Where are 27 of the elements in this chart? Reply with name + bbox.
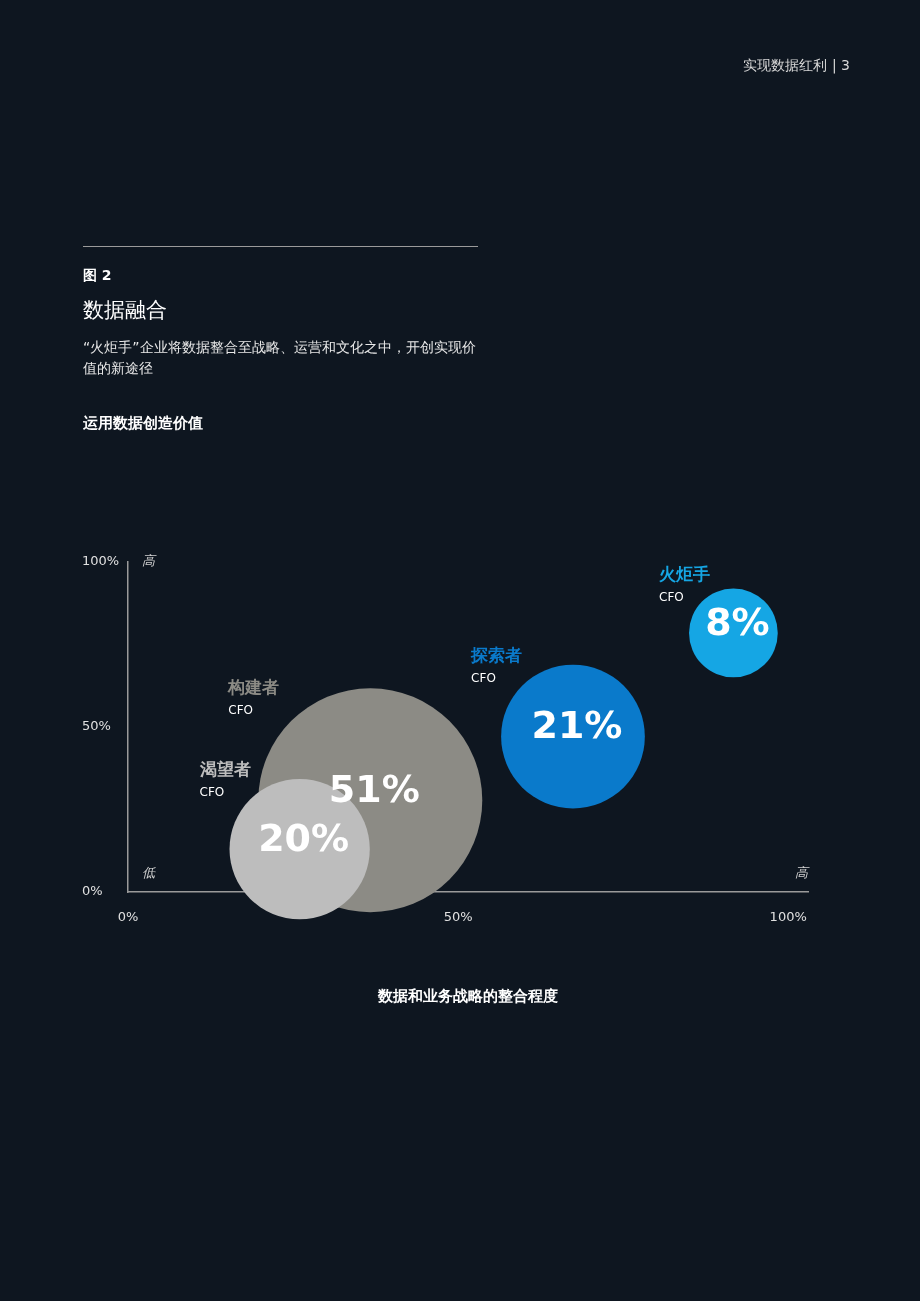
data-label: 20% bbox=[258, 815, 350, 860]
data-label: 8% bbox=[705, 599, 770, 644]
annotation: CFO bbox=[199, 785, 225, 800]
text: 运用数据创造价值 bbox=[83, 414, 203, 433]
series-label: 火炬手 bbox=[659, 563, 711, 584]
annotation: CFO bbox=[228, 702, 254, 717]
series-label: 渴望者 bbox=[198, 759, 251, 780]
chart-subtitle: “火炬手”企业将数据整合至战略、运营和文化之中，开创实现价值的新途径 bbox=[83, 338, 477, 378]
series-label: 探索者 bbox=[470, 645, 523, 666]
annotation: CFO bbox=[471, 671, 496, 686]
annotation: 高 bbox=[142, 553, 157, 569]
data-label: 21% bbox=[531, 703, 623, 748]
series-label: 构建者 bbox=[227, 677, 280, 698]
y-tick-label: 50% bbox=[82, 718, 111, 734]
x-tick-label: 0% bbox=[117, 909, 139, 925]
x-axis-title: 数据和业务战略的整合程度 bbox=[377, 986, 558, 1005]
caption: 图 2 bbox=[83, 267, 112, 285]
annotation: 高 bbox=[795, 865, 810, 881]
text: 实现数据红利 | 3 bbox=[743, 57, 850, 75]
chart-title: 数据融合 bbox=[83, 297, 167, 324]
x-tick-label: 100% bbox=[769, 909, 807, 925]
annotation: CFO bbox=[659, 589, 684, 604]
x-tick-label: 50% bbox=[443, 909, 473, 925]
annotation: 低 bbox=[142, 865, 156, 881]
y-tick-label: 0% bbox=[82, 883, 103, 899]
data-label: 51% bbox=[328, 767, 420, 812]
y-tick-label: 100% bbox=[82, 553, 120, 569]
